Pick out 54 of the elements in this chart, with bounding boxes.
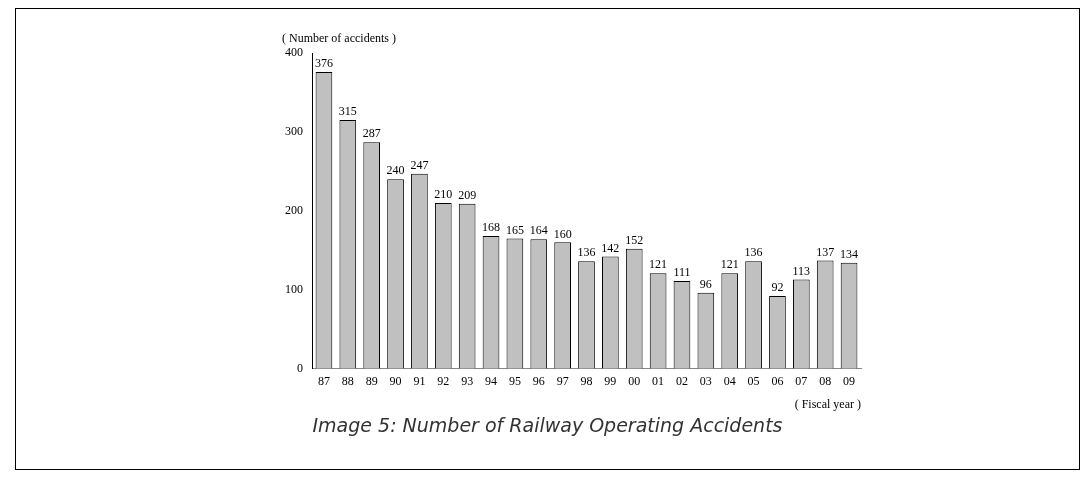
x-tick-label: 02	[675, 373, 688, 388]
y-tick-label: 100	[285, 281, 303, 296]
x-tick-label: 08	[819, 373, 832, 388]
x-tick-label: 05	[747, 373, 760, 388]
y-tick-label: 200	[285, 202, 303, 217]
x-tick-label: 99	[604, 373, 617, 388]
data-label: 209	[458, 187, 477, 202]
data-label: 134	[840, 247, 859, 262]
data-label: 165	[505, 222, 524, 237]
y-tick-label: 400	[285, 45, 303, 60]
x-tick-label: 07	[795, 373, 808, 388]
data-label: 137	[816, 244, 835, 259]
data-label: 136	[744, 245, 763, 260]
x-tick-label: 90	[389, 373, 402, 388]
x-tick-label: 96	[532, 373, 545, 388]
x-tick-label: 04	[723, 373, 736, 388]
data-label: 240	[386, 163, 405, 178]
data-label: 164	[529, 223, 548, 238]
x-tick-label: 93	[461, 373, 474, 388]
data-label: 168	[482, 220, 501, 235]
data-label: 121	[720, 257, 739, 272]
data-label: 247	[410, 157, 429, 172]
data-label: 111	[673, 265, 691, 280]
data-label: 92	[771, 280, 784, 295]
x-tick-label: 88	[341, 373, 354, 388]
x-tick-label: 09	[843, 373, 856, 388]
data-label: 121	[649, 257, 668, 272]
x-tick-label: 95	[508, 373, 521, 388]
x-tick-label: 01	[652, 373, 665, 388]
data-label: 113	[792, 263, 811, 278]
x-tick-label: 00	[628, 373, 641, 388]
data-label: 315	[338, 104, 357, 119]
data-label: 287	[362, 126, 381, 141]
x-tick-label: 89	[365, 373, 378, 388]
x-tick-label: 87	[317, 373, 330, 388]
y-tick-label: 300	[285, 124, 303, 139]
x-tick-label: 91	[413, 373, 426, 388]
x-tick-label: 92	[437, 373, 450, 388]
x-tick-label: 94	[485, 373, 498, 388]
x-tick-label: 97	[556, 373, 569, 388]
x-tick-label: 98	[580, 373, 593, 388]
x-tick-label: 03	[699, 373, 712, 388]
data-label: 210	[434, 187, 453, 202]
x-tick-label: 06	[771, 373, 784, 388]
data-label: 152	[625, 232, 644, 247]
data-label: 136	[577, 245, 596, 260]
data-label: 142	[601, 240, 620, 255]
data-label: 376	[314, 56, 333, 71]
text: Image 5: Number of Railway Operating Accidents	[311, 414, 784, 436]
data-label: 96	[699, 277, 712, 292]
y-tick-label: 0	[297, 360, 303, 375]
data-label: 160	[553, 226, 572, 241]
x-axis-title: ( Fiscal year )	[794, 397, 861, 412]
y-axis-title: ( Number of accidents )	[282, 31, 396, 46]
